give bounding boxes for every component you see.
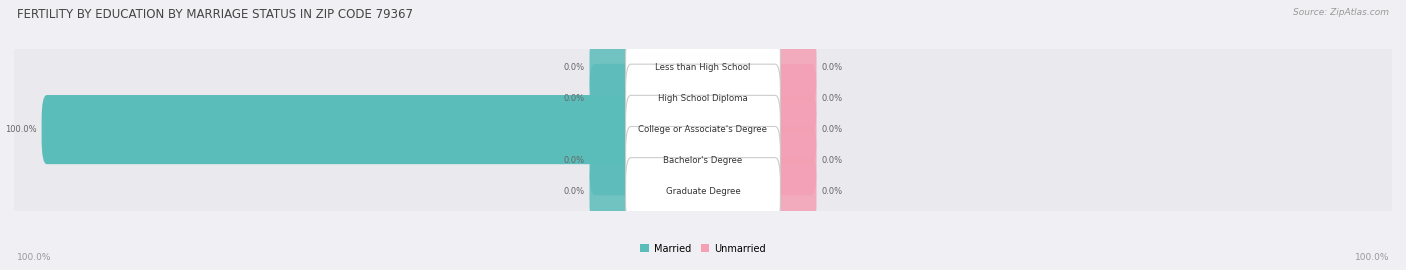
FancyBboxPatch shape	[626, 126, 780, 195]
Text: 0.0%: 0.0%	[821, 156, 842, 165]
Text: 100.0%: 100.0%	[6, 125, 37, 134]
FancyBboxPatch shape	[770, 64, 817, 133]
FancyBboxPatch shape	[42, 95, 636, 164]
FancyBboxPatch shape	[11, 101, 1395, 221]
Text: High School Diploma: High School Diploma	[658, 94, 748, 103]
FancyBboxPatch shape	[626, 33, 780, 102]
Text: 0.0%: 0.0%	[564, 94, 585, 103]
Text: 0.0%: 0.0%	[564, 187, 585, 196]
FancyBboxPatch shape	[589, 157, 636, 227]
FancyBboxPatch shape	[11, 70, 1395, 190]
Legend: Married, Unmarried: Married, Unmarried	[636, 240, 770, 258]
FancyBboxPatch shape	[589, 33, 636, 102]
FancyBboxPatch shape	[626, 95, 780, 164]
Text: 0.0%: 0.0%	[821, 94, 842, 103]
Text: FERTILITY BY EDUCATION BY MARRIAGE STATUS IN ZIP CODE 79367: FERTILITY BY EDUCATION BY MARRIAGE STATU…	[17, 8, 413, 21]
Text: Graduate Degree: Graduate Degree	[665, 187, 741, 196]
FancyBboxPatch shape	[770, 33, 817, 102]
FancyBboxPatch shape	[589, 64, 636, 133]
FancyBboxPatch shape	[770, 95, 817, 164]
Text: Less than High School: Less than High School	[655, 63, 751, 72]
FancyBboxPatch shape	[770, 157, 817, 227]
FancyBboxPatch shape	[11, 8, 1395, 127]
Text: Source: ZipAtlas.com: Source: ZipAtlas.com	[1294, 8, 1389, 17]
Text: 0.0%: 0.0%	[821, 187, 842, 196]
Text: 0.0%: 0.0%	[564, 156, 585, 165]
FancyBboxPatch shape	[11, 39, 1395, 158]
Text: 100.0%: 100.0%	[17, 253, 52, 262]
FancyBboxPatch shape	[589, 126, 636, 195]
Text: Bachelor's Degree: Bachelor's Degree	[664, 156, 742, 165]
Text: 0.0%: 0.0%	[564, 63, 585, 72]
Text: 0.0%: 0.0%	[821, 125, 842, 134]
Text: 0.0%: 0.0%	[821, 63, 842, 72]
Text: College or Associate's Degree: College or Associate's Degree	[638, 125, 768, 134]
FancyBboxPatch shape	[770, 126, 817, 195]
Text: 100.0%: 100.0%	[1354, 253, 1389, 262]
FancyBboxPatch shape	[11, 132, 1395, 252]
FancyBboxPatch shape	[626, 158, 780, 226]
FancyBboxPatch shape	[626, 64, 780, 133]
